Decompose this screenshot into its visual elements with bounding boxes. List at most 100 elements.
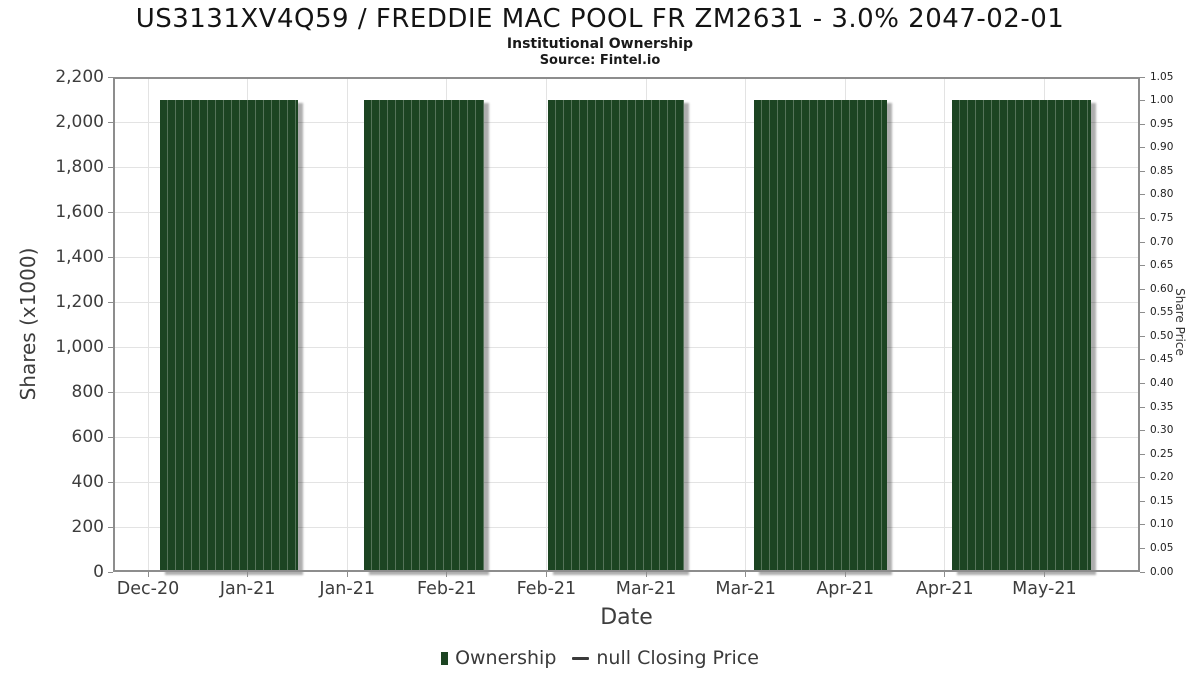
y-axis-tick-right [1140, 123, 1145, 125]
y-tick-label-right: 0.15 [1150, 494, 1174, 507]
x-axis-tick [645, 572, 647, 577]
chart-source: Source: Fintel.io [539, 53, 661, 68]
x-axis-tick [147, 572, 149, 577]
y-tick-label-left: 600 [71, 427, 104, 447]
h-gridline [113, 76, 1140, 78]
y-tick-label-right: 0.35 [1150, 400, 1174, 413]
x-axis-tick [446, 572, 448, 577]
y-axis-tick-right [1140, 500, 1145, 502]
y-axis-tick-left [108, 391, 113, 393]
x-axis-tick [247, 572, 249, 577]
y-axis-tick-right [1140, 547, 1145, 549]
y-axis-tick-left [108, 301, 113, 303]
y-tick-label-right: 0.80 [1150, 188, 1174, 201]
y-tick-label-right: 0.40 [1150, 376, 1174, 389]
y-axis-tick-right [1140, 265, 1145, 267]
y-tick-label-left: 800 [71, 382, 104, 402]
x-axis-label-date: Date [600, 605, 653, 630]
x-tick-label: May-21 [1012, 579, 1077, 599]
y-tick-label-right: 1.00 [1150, 94, 1174, 107]
y-axis-tick-right [1140, 335, 1145, 337]
y-tick-label-right: 0.00 [1150, 565, 1174, 578]
x-tick-label: Apr-21 [816, 579, 875, 599]
legend: Ownership null Closing Price [0, 644, 1200, 672]
x-tick-label: Jan-21 [219, 579, 276, 599]
y-axis-tick-left [108, 256, 113, 258]
y-tick-label-right: 0.20 [1150, 471, 1174, 484]
x-tick-label: Feb-21 [417, 579, 477, 599]
y-axis-tick-right [1140, 217, 1145, 219]
y-tick-label-right: 0.70 [1150, 235, 1174, 248]
ownership-bar [952, 99, 1091, 572]
y-axis-tick-right [1140, 100, 1145, 102]
y-axis-tick-right [1140, 406, 1145, 408]
y-axis-tick-right [1140, 571, 1145, 573]
y-axis-tick-right [1140, 430, 1145, 432]
y-tick-label-left: 1,200 [55, 292, 104, 312]
ownership-bar [160, 99, 298, 572]
y-tick-label-right: 0.30 [1150, 424, 1174, 437]
y-tick-label-left: 0 [93, 562, 104, 582]
y-axis-tick-right [1140, 524, 1145, 526]
y-axis-tick-right [1140, 477, 1145, 479]
y-axis-tick-right [1140, 241, 1145, 243]
ownership-bar [548, 99, 684, 572]
v-gridline [745, 77, 747, 572]
y-tick-label-left: 1,600 [55, 202, 104, 222]
y-axis-tick-left [108, 481, 113, 483]
x-axis-tick [346, 572, 348, 577]
x-tick-label: Dec-20 [116, 579, 180, 599]
y-axis-tick-left [108, 571, 113, 573]
y-tick-label-right: 0.60 [1150, 282, 1174, 295]
ownership-bar [363, 99, 484, 572]
y-axis-tick-right [1140, 76, 1145, 78]
chart-title: US3131XV4Q59 / FREDDIE MAC POOL FR ZM263… [135, 4, 1065, 34]
x-tick-label: Apr-21 [915, 579, 974, 599]
legend-label-ownership: Ownership [455, 647, 557, 669]
y-tick-label-left: 200 [71, 517, 104, 537]
y-axis-tick-right [1140, 194, 1145, 196]
y-tick-label-right: 0.65 [1150, 259, 1174, 272]
plot-area [113, 76, 1140, 572]
y-tick-label-right: 0.10 [1150, 518, 1174, 531]
y-tick-label-right: 0.50 [1150, 329, 1174, 342]
y-tick-label-left: 2,200 [55, 67, 104, 87]
y-tick-label-right: 0.85 [1150, 164, 1174, 177]
y-tick-label-left: 2,000 [55, 112, 104, 132]
y-tick-label-right: 0.95 [1150, 117, 1174, 130]
y-tick-label-left: 1,000 [55, 337, 104, 357]
v-gridline [346, 77, 348, 572]
y-axis-tick-right [1140, 288, 1145, 290]
closing-price-legend-line-icon [572, 656, 590, 660]
ownership-legend-swatch-icon [441, 651, 449, 665]
x-axis-tick [844, 572, 846, 577]
y-tick-label-right: 0.05 [1150, 541, 1174, 554]
ownership-bar [753, 99, 888, 572]
chart-subtitle: Institutional Ownership [506, 36, 694, 52]
y-axis-label-share-price: Share Price [1173, 288, 1187, 356]
y-axis-tick-left [108, 166, 113, 168]
y-tick-label-right: 1.05 [1150, 70, 1174, 83]
y-tick-label-right: 0.90 [1150, 141, 1174, 154]
x-axis-tick [545, 572, 547, 577]
x-axis-tick [944, 572, 946, 577]
v-gridline [147, 77, 149, 572]
y-axis-tick-right [1140, 359, 1145, 361]
y-axis-tick-right [1140, 453, 1145, 455]
y-axis-tick-left [108, 211, 113, 213]
y-axis-tick-left [108, 526, 113, 528]
y-axis-tick-right [1140, 170, 1145, 172]
y-tick-label-left: 1,400 [55, 247, 104, 267]
legend-label-closing-price: null Closing Price [596, 647, 759, 669]
y-tick-label-left: 400 [71, 472, 104, 492]
y-axis-tick-left [108, 346, 113, 348]
y-tick-label-right: 0.45 [1150, 353, 1174, 366]
y-axis-tick-left [108, 76, 113, 78]
y-tick-label-right: 0.25 [1150, 447, 1174, 460]
v-gridline [944, 77, 946, 572]
x-tick-label: Mar-21 [615, 579, 677, 599]
y-tick-label-right: 0.55 [1150, 306, 1174, 319]
y-axis-tick-right [1140, 382, 1145, 384]
x-axis-tick [1043, 572, 1045, 577]
